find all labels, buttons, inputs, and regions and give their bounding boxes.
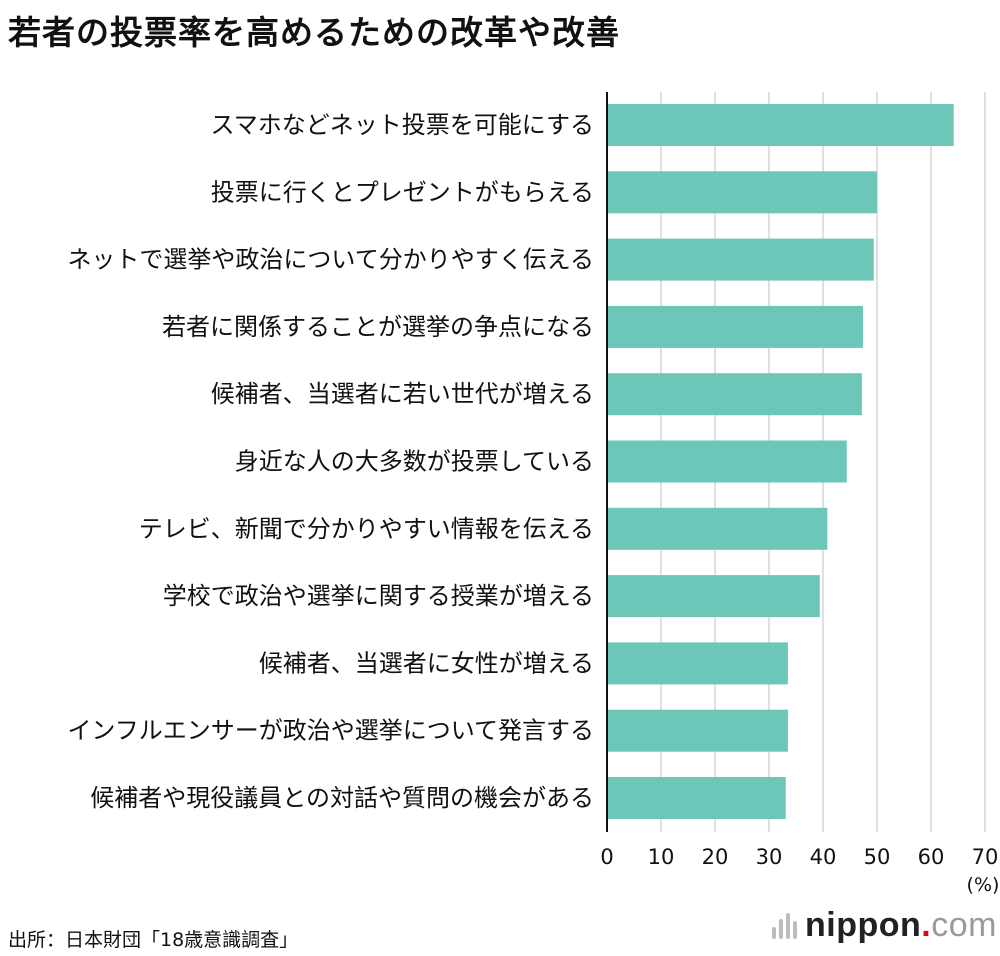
source-note: 出所：日本財団「18歳意識調査」: [8, 929, 299, 951]
bar: [607, 642, 788, 685]
category-label: テレビ、新聞で分かりやすい情報を伝える: [139, 515, 594, 543]
category-label: インフルエンサーが政治や選挙について発言する: [67, 717, 594, 745]
category-label: ネットで選挙や政治について分かりやすく伝える: [67, 246, 594, 274]
bar: [607, 777, 786, 819]
category-label: スマホなどネット投票を可能にする: [210, 111, 594, 139]
category-label: 投票に行くとプレゼントがもらえる: [211, 178, 594, 206]
category-label: 若者に関係することが選挙の争点になる: [162, 313, 594, 341]
x-tick-label: 50: [864, 845, 891, 869]
x-tick-label: 20: [702, 845, 729, 869]
bar: [607, 171, 877, 214]
bar: [607, 238, 874, 281]
x-axis-ticks: 0 10 20 30 40 50 60 70: [600, 845, 998, 869]
x-tick-label: 30: [756, 845, 783, 869]
logo-name: nippon: [805, 906, 922, 944]
x-tick-label: 70: [972, 845, 999, 869]
category-labels: スマホなどネット投票を可能にする投票に行くとプレゼントがもらえるネットで選挙や政…: [67, 111, 594, 812]
chart-title: 若者の投票率を高めるための改革や改善: [8, 13, 620, 52]
x-axis-unit: (%): [967, 874, 1000, 896]
logo-dot: .: [921, 906, 932, 944]
category-label: 学校で政治や選挙に関する授業が増える: [163, 582, 594, 610]
category-label: 候補者、当選者に若い世代が増える: [211, 380, 594, 408]
bar: [607, 507, 828, 550]
category-label: 身近な人の大多数が投票している: [235, 448, 594, 476]
bar: [607, 575, 820, 618]
bar: [607, 440, 847, 483]
x-tick-label: 0: [600, 845, 613, 869]
logo-wordmark: nippon.com: [805, 906, 997, 945]
bars: [607, 104, 954, 819]
bar: [607, 373, 862, 416]
logo-mark-icon: [772, 912, 797, 939]
category-label: 候補者や現役議員との対話や質問の機会がある: [90, 784, 594, 812]
nippon-logo: nippon.com: [772, 906, 997, 945]
bar: [607, 305, 863, 348]
x-tick-label: 60: [918, 845, 945, 869]
bar: [607, 709, 788, 752]
x-tick-label: 40: [810, 845, 837, 869]
x-tick-label: 10: [648, 845, 675, 869]
bar: [607, 104, 954, 146]
logo-tld: com: [931, 906, 997, 944]
category-label: 候補者、当選者に女性が増える: [259, 649, 594, 677]
